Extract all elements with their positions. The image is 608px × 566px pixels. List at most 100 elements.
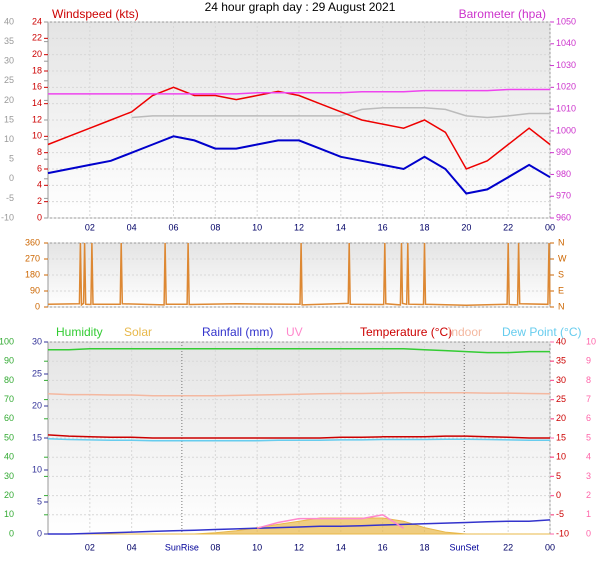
y3-tick-label: 10 bbox=[4, 134, 14, 144]
y-tick-label: 270 bbox=[25, 253, 40, 263]
line bbox=[47, 438, 550, 442]
y-tick-label: 20 bbox=[32, 49, 42, 59]
y-axis-label: Windspeed (kts) bbox=[52, 7, 139, 21]
y-tick-label: 10 bbox=[4, 509, 14, 519]
y-tick-label: 16 bbox=[32, 82, 42, 92]
y2-tick-label: 1030 bbox=[556, 60, 576, 70]
y2-tick-label: 1040 bbox=[556, 38, 576, 48]
legend-entry: Dew Point (°C) bbox=[502, 325, 581, 339]
y-tick-label: 80 bbox=[4, 375, 14, 385]
line bbox=[257, 514, 405, 529]
x-tick-label: 12 bbox=[294, 542, 304, 552]
y-tick-label: 70 bbox=[4, 394, 14, 404]
y-tick-label: 100 bbox=[0, 336, 14, 346]
y2-tick-label: -10 bbox=[556, 528, 569, 538]
y-tick-label: 12 bbox=[32, 114, 42, 124]
y2-axis-label: Barometer (hpa) bbox=[459, 7, 546, 21]
y2-tick-label: S bbox=[558, 269, 564, 279]
y-tick-label: 90 bbox=[4, 356, 14, 366]
y-tick-label: 2 bbox=[37, 196, 42, 206]
legend-entry: Indoor bbox=[448, 325, 482, 339]
y-tick-label: 4 bbox=[37, 180, 42, 190]
y-tick-label: 8 bbox=[37, 147, 42, 157]
y3-tick-label: -10 bbox=[1, 212, 14, 222]
y3-tick-label: 15 bbox=[32, 432, 42, 442]
y3-tick-label: 35 bbox=[4, 36, 14, 46]
annotation: SunRise bbox=[165, 542, 199, 552]
y2-tick-label: 960 bbox=[556, 212, 571, 222]
y-tick-label: 60 bbox=[4, 413, 14, 423]
y2-tick-label: 10 bbox=[556, 452, 566, 462]
legend-entry: Temperature (°C) bbox=[360, 325, 452, 339]
x-tick-label: 08 bbox=[210, 222, 220, 232]
y4-tick-label: 7 bbox=[586, 394, 591, 404]
y2-tick-label: 1010 bbox=[556, 103, 576, 113]
y4-tick-label: 10 bbox=[586, 336, 596, 346]
legend-entry: Rainfall (mm) bbox=[202, 325, 273, 339]
x-tick-label: 06 bbox=[168, 222, 178, 232]
y2-tick-label: 1050 bbox=[556, 16, 576, 26]
y2-tick-label: E bbox=[558, 285, 564, 295]
y4-tick-label: 3 bbox=[586, 471, 591, 481]
y-tick-label: 24 bbox=[32, 16, 42, 26]
y-tick-label: 0 bbox=[9, 528, 14, 538]
x-tick-label: 14 bbox=[336, 222, 346, 232]
legend-entry: Humidity bbox=[56, 325, 103, 339]
y-tick-label: 180 bbox=[25, 269, 40, 279]
x-tick-label: 04 bbox=[127, 542, 137, 552]
x-tick-label: 22 bbox=[503, 222, 513, 232]
y2-tick-label: N bbox=[558, 301, 565, 311]
y4-tick-label: 1 bbox=[586, 509, 591, 519]
y2-tick-label: 1000 bbox=[556, 125, 576, 135]
y3-tick-label: 15 bbox=[4, 114, 14, 124]
y4-tick-label: 4 bbox=[586, 452, 591, 462]
x-tick-label: 02 bbox=[85, 542, 95, 552]
y-tick-label: 50 bbox=[4, 432, 14, 442]
y2-tick-label: W bbox=[558, 253, 567, 263]
x-tick-label: 00 bbox=[545, 542, 555, 552]
x-tick-label: 12 bbox=[294, 222, 304, 232]
x-tick-label: 22 bbox=[503, 542, 513, 552]
y3-tick-label: 0 bbox=[37, 528, 42, 538]
y4-tick-label: 5 bbox=[586, 432, 591, 442]
y3-tick-label: 30 bbox=[32, 336, 42, 346]
y4-tick-label: 9 bbox=[586, 356, 591, 366]
line bbox=[48, 347, 550, 354]
y3-tick-label: 20 bbox=[32, 400, 42, 410]
legend-entry: UV bbox=[286, 325, 303, 339]
y-tick-label: 0 bbox=[37, 212, 42, 222]
y3-tick-label: 40 bbox=[4, 16, 14, 26]
x-tick-label: 08 bbox=[210, 542, 220, 552]
x-tick-label: 14 bbox=[336, 542, 346, 552]
y3-tick-label: 5 bbox=[37, 496, 42, 506]
line bbox=[47, 86, 551, 170]
legend-entry: Solar bbox=[124, 325, 152, 339]
y3-tick-label: 25 bbox=[4, 75, 14, 85]
y-tick-label: 20 bbox=[4, 490, 14, 500]
y-tick-label: 90 bbox=[30, 285, 40, 295]
x-tick-label: 00 bbox=[545, 222, 555, 232]
y2-tick-label: 30 bbox=[556, 375, 566, 385]
y-tick-label: 10 bbox=[32, 131, 42, 141]
y2-tick-label: 970 bbox=[556, 191, 571, 201]
y2-tick-label: 0 bbox=[556, 490, 561, 500]
y-tick-label: 18 bbox=[32, 65, 42, 75]
y3-tick-label: 10 bbox=[32, 464, 42, 474]
x-tick-label: 16 bbox=[378, 222, 388, 232]
y-tick-label: 30 bbox=[4, 471, 14, 481]
y2-tick-label: 20 bbox=[556, 413, 566, 423]
line bbox=[47, 242, 551, 307]
y3-tick-label: 30 bbox=[4, 56, 14, 66]
y2-tick-label: 990 bbox=[556, 147, 571, 157]
y2-tick-label: 25 bbox=[556, 394, 566, 404]
y4-tick-label: 6 bbox=[586, 413, 591, 423]
chart-title: 24 hour graph day : 29 August 2021 bbox=[205, 0, 396, 14]
y3-tick-label: 25 bbox=[32, 368, 42, 378]
annotation: SunSet bbox=[449, 542, 479, 552]
y2-tick-label: 5 bbox=[556, 471, 561, 481]
y2-tick-label: -5 bbox=[556, 509, 564, 519]
y3-tick-label: 0 bbox=[9, 173, 14, 183]
y-tick-label: 0 bbox=[35, 301, 40, 311]
x-tick-label: 20 bbox=[461, 222, 471, 232]
